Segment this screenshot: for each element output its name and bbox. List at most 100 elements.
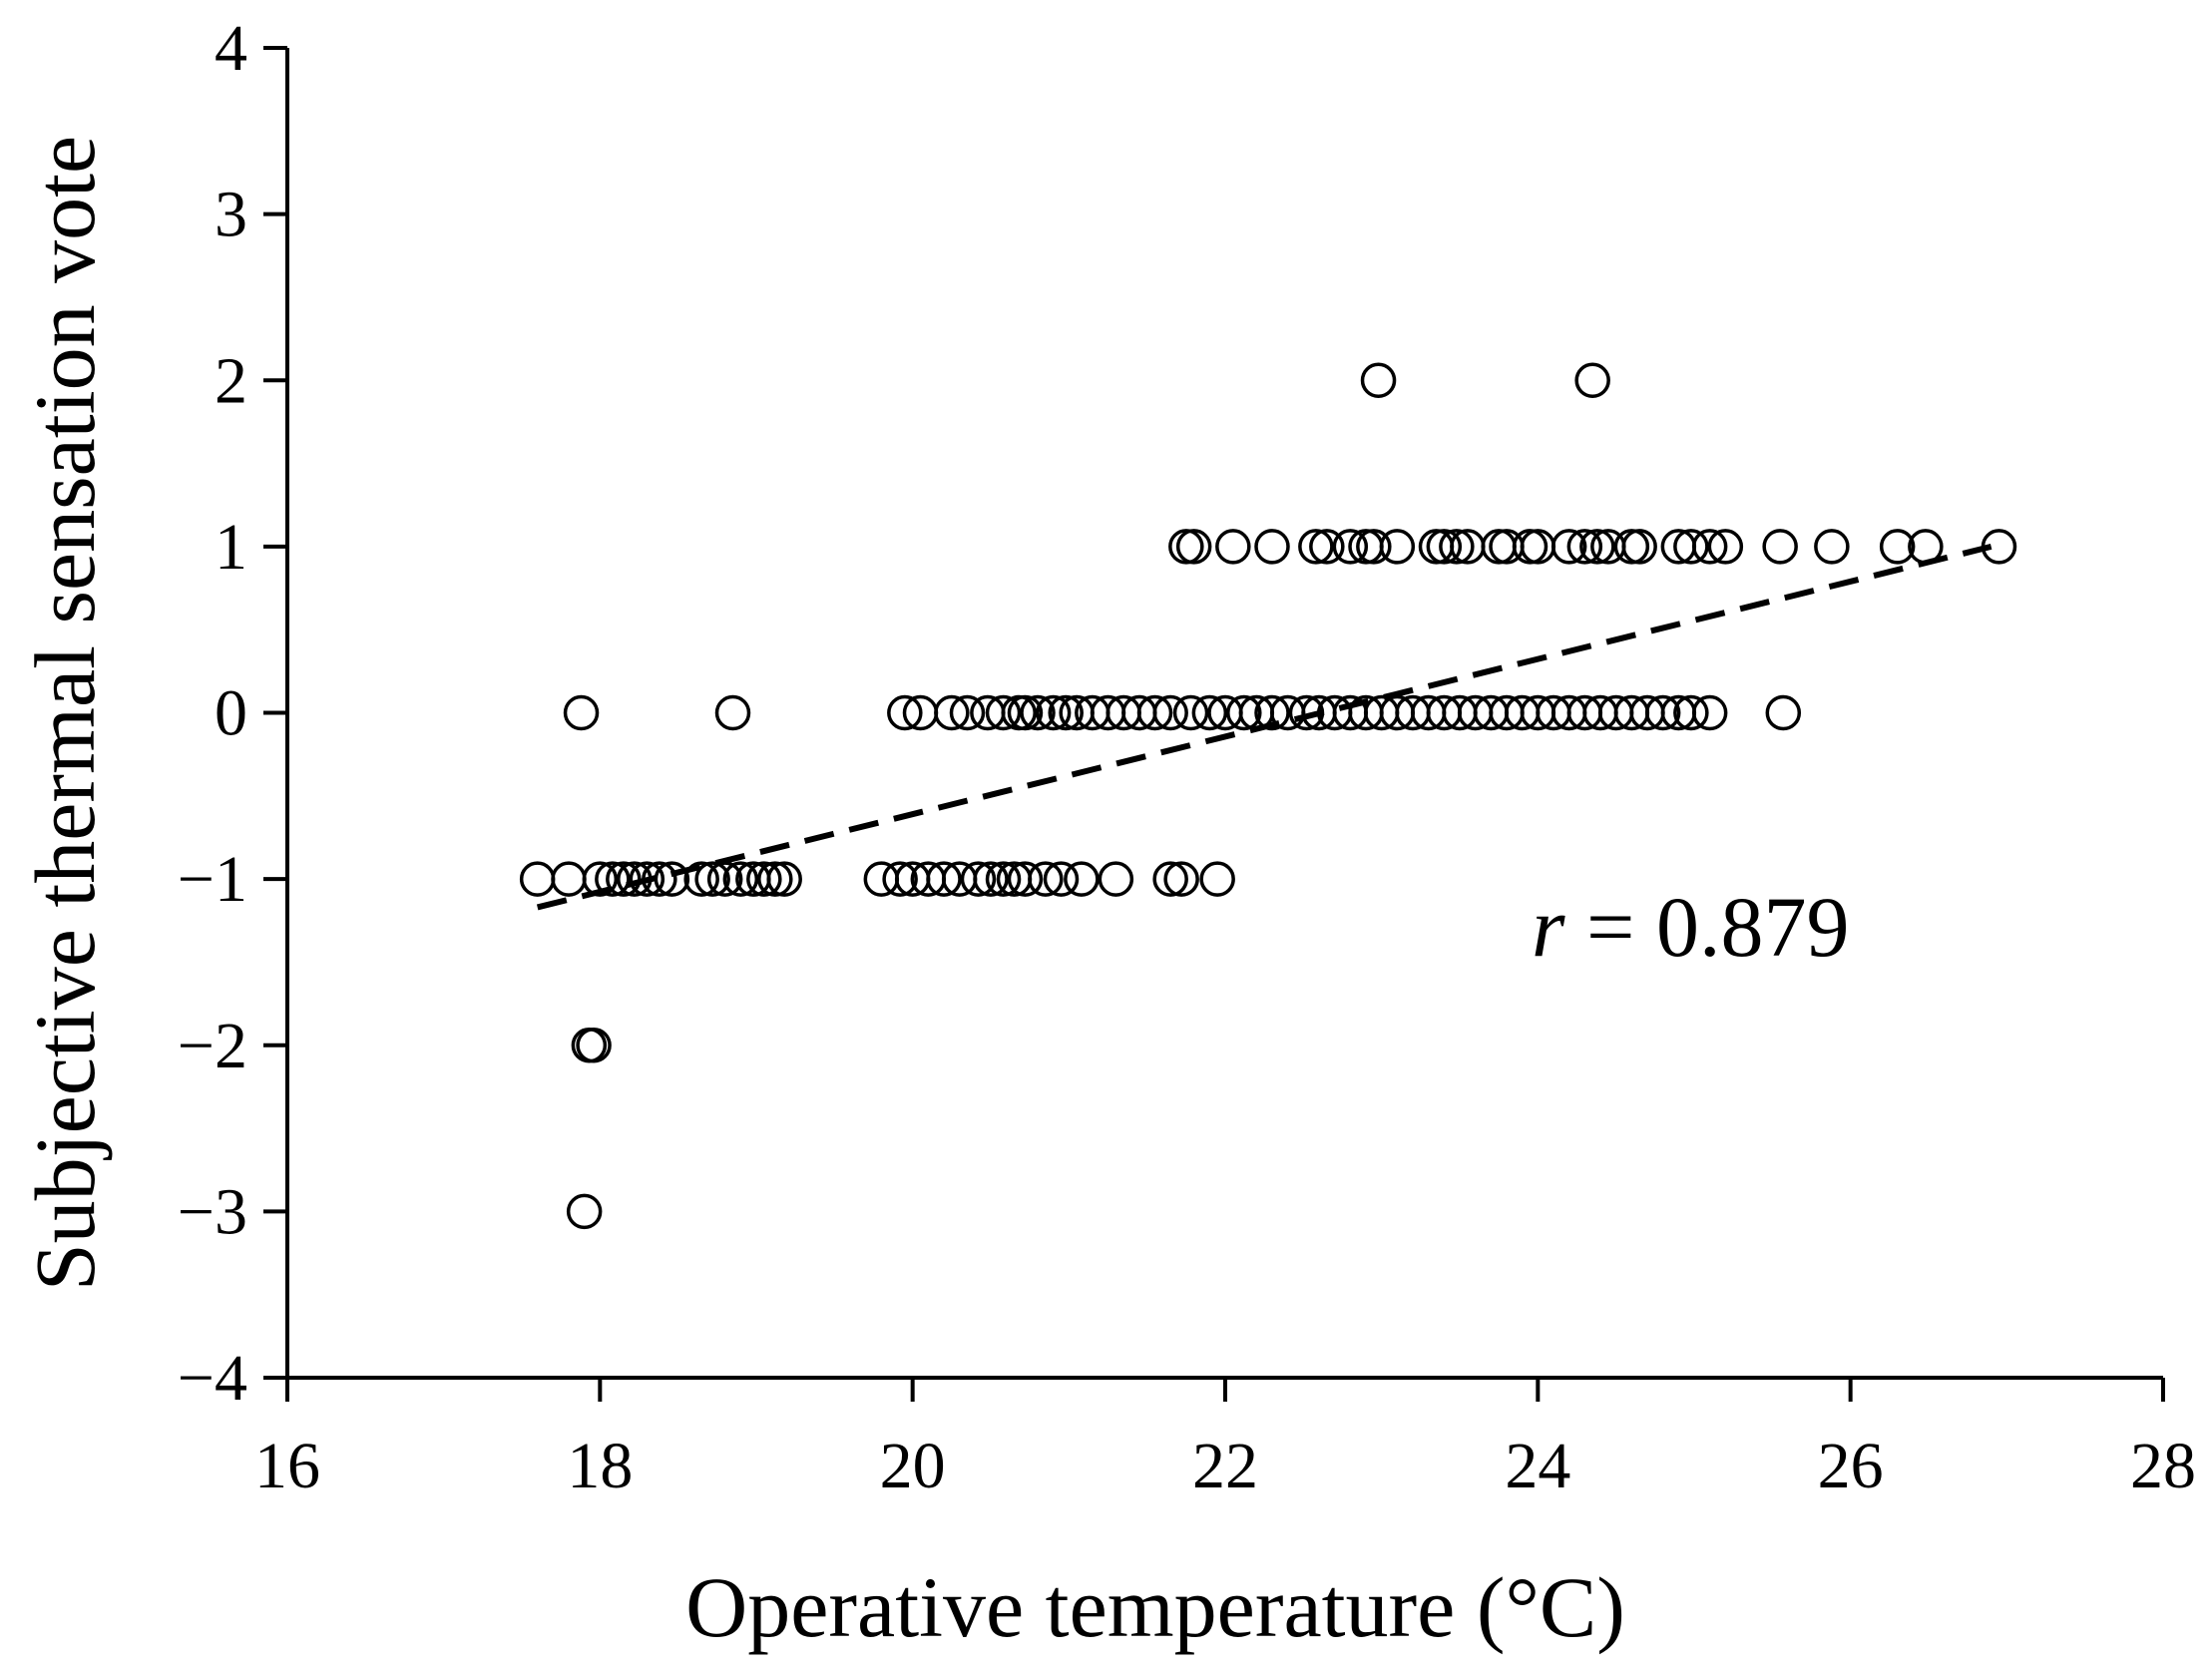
data-point <box>1765 694 1802 731</box>
data-point <box>1309 529 1345 565</box>
data-point <box>887 694 923 731</box>
data-point <box>1191 694 1228 731</box>
data-point <box>746 861 782 897</box>
data-point <box>882 861 918 897</box>
data-point <box>1814 529 1850 565</box>
x-tick-label: 24 <box>1505 1430 1570 1502</box>
x-tick-label: 18 <box>567 1430 633 1502</box>
y-tick-label: −2 <box>178 1010 247 1082</box>
data-point <box>519 861 556 897</box>
y-tick-label: 0 <box>215 677 247 750</box>
data-point <box>1048 694 1084 731</box>
y-tick-label: 4 <box>215 12 247 85</box>
data-point <box>960 861 997 897</box>
data-point <box>654 861 690 897</box>
y-tick-label: 3 <box>215 179 247 251</box>
data-point <box>1426 529 1463 565</box>
data-points <box>519 362 2017 1230</box>
data-point <box>629 861 665 897</box>
x-axis-title: Operative temperature (°C) <box>685 1559 1625 1655</box>
data-point <box>576 1028 612 1063</box>
data-point <box>1762 529 1798 565</box>
data-point <box>1007 861 1044 897</box>
x-tick-label: 28 <box>2130 1430 2196 1502</box>
data-point <box>1136 694 1173 731</box>
data-point <box>949 694 986 731</box>
correlation-symbol: r <box>1532 879 1565 975</box>
x-tick-label: 20 <box>880 1430 946 1502</box>
data-point <box>1550 529 1587 565</box>
data-point <box>934 694 970 731</box>
data-point <box>757 861 793 897</box>
y-axis-title: Subjective thermal sensation vote <box>17 136 113 1291</box>
data-point <box>1360 362 1397 398</box>
data-point <box>1879 529 1916 565</box>
data-point <box>1172 694 1209 731</box>
data-point <box>1163 861 1199 897</box>
data-point <box>1043 861 1080 897</box>
y-tick-label: −4 <box>178 1342 247 1415</box>
data-point <box>1691 694 1728 731</box>
data-point <box>1481 529 1517 565</box>
data-point <box>1673 694 1709 731</box>
x-tick-label: 26 <box>1818 1430 1884 1502</box>
data-point <box>595 861 631 897</box>
y-tick-label: −1 <box>178 843 247 916</box>
data-point <box>926 861 962 897</box>
y-ticks: −4 −3 −2 −1 0 1 2 3 4 <box>178 12 287 1415</box>
data-point <box>1574 362 1610 398</box>
trendline <box>536 543 1992 911</box>
data-point <box>1379 529 1416 565</box>
data-point <box>1064 861 1100 897</box>
data-point <box>1226 694 1262 731</box>
data-point <box>1613 529 1650 565</box>
data-point <box>985 694 1022 731</box>
data-point <box>1175 529 1212 565</box>
data-point <box>683 861 719 897</box>
data-point <box>1673 529 1709 565</box>
x-ticks: 16 18 20 22 24 26 28 <box>254 1378 2196 1502</box>
data-point <box>1215 529 1251 565</box>
data-point <box>1298 529 1334 565</box>
y-tick-label: 2 <box>215 344 247 417</box>
data-point <box>985 861 1022 897</box>
data-point <box>973 861 1009 897</box>
data-point <box>1691 529 1728 565</box>
data-point <box>1098 861 1134 897</box>
correlation-annotation: r = 0.879 <box>1532 879 1849 975</box>
data-point <box>582 861 619 897</box>
data-point <box>1254 529 1290 565</box>
data-point <box>1332 529 1369 565</box>
data-point <box>722 861 759 897</box>
y-tick-label: −3 <box>178 1175 247 1248</box>
data-point <box>1520 529 1556 565</box>
data-point <box>1707 529 1744 565</box>
data-point <box>1621 529 1657 565</box>
x-tick-label: 16 <box>254 1430 320 1502</box>
data-point <box>551 861 587 897</box>
data-point <box>1168 529 1204 565</box>
data-point <box>766 861 802 897</box>
data-point <box>714 694 751 731</box>
data-point <box>1152 694 1188 731</box>
data-point <box>1152 861 1188 897</box>
y-tick-label: 1 <box>215 511 247 584</box>
data-point <box>694 861 730 897</box>
x-tick-label: 22 <box>1192 1430 1258 1502</box>
data-point <box>1512 529 1548 565</box>
data-point <box>1356 529 1392 565</box>
data-point <box>566 1193 603 1230</box>
data-point <box>1199 861 1235 897</box>
data-point <box>1007 694 1044 731</box>
data-point <box>1020 694 1056 731</box>
data-point <box>863 861 900 897</box>
data-point <box>1028 861 1064 897</box>
data-point <box>1035 694 1072 731</box>
data-point <box>1644 694 1681 731</box>
correlation-value: = 0.879 <box>1564 879 1849 975</box>
data-point <box>1254 694 1290 731</box>
data-point <box>563 694 600 731</box>
data-point <box>1579 529 1615 565</box>
data-point <box>1439 529 1475 565</box>
